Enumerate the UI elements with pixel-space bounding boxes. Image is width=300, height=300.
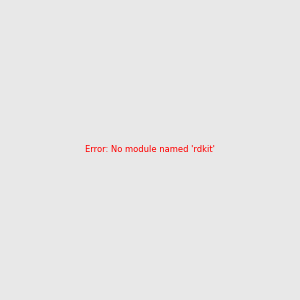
Text: Error: No module named 'rdkit': Error: No module named 'rdkit' xyxy=(85,146,215,154)
